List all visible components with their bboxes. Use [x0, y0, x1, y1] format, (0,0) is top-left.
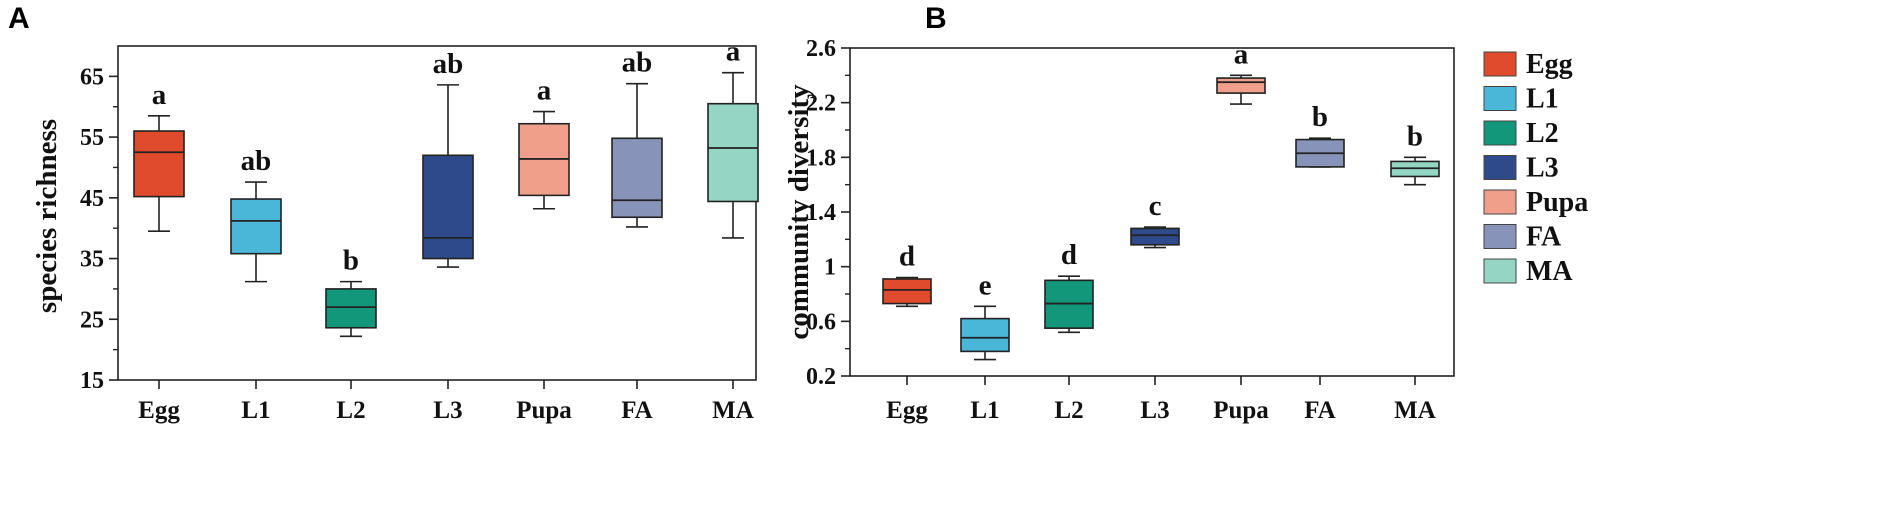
y-tick-label: 45 — [80, 186, 104, 212]
significance-label: a — [726, 36, 741, 68]
legend-label: FA — [1526, 222, 1562, 253]
x-tick-label: Pupa — [1213, 397, 1269, 424]
legend-label: MA — [1526, 256, 1573, 287]
x-tick-label: FA — [621, 397, 652, 424]
significance-label: b — [1312, 101, 1328, 133]
legend-label: L1 — [1526, 84, 1559, 115]
panel-letter-a: A — [8, 2, 30, 35]
y-tick-label: 0.2 — [806, 364, 836, 390]
legend-label: L2 — [1526, 118, 1559, 149]
legend-label: Pupa — [1526, 187, 1588, 218]
y-tick-label: 55 — [80, 125, 104, 151]
chart-a-species-richness: 15 25 35 45 55 65 species richness a Egg ab L1 b L2 a… — [31, 36, 759, 424]
y-axis-title: species richness — [31, 119, 63, 313]
box-egg — [882, 278, 932, 305]
box-pupa — [1216, 77, 1266, 94]
x-tick-label: L1 — [241, 397, 270, 424]
significance-label: ab — [433, 48, 464, 80]
significance-label: b — [1407, 120, 1423, 152]
significance-label: a — [1234, 38, 1249, 70]
significance-label: e — [979, 269, 992, 301]
chart-b-community-diversity: 0.2 0.6 1 1.4 1.8 2.2 2.6 community diversity d E… — [783, 36, 1455, 424]
x-tick-label: L3 — [1140, 397, 1169, 424]
x-tick-label: FA — [1304, 397, 1335, 424]
x-tick-label: MA — [1394, 397, 1436, 424]
box-l1 — [230, 198, 282, 255]
y-tick-label: 1 — [824, 255, 836, 281]
legend-swatch — [1483, 86, 1517, 111]
y-tick-label: 2.6 — [806, 36, 836, 62]
legend-swatch — [1483, 51, 1517, 77]
significance-label: b — [343, 245, 359, 277]
legend-swatch — [1483, 155, 1517, 180]
significance-label: d — [899, 241, 915, 273]
box-l2 — [325, 288, 377, 329]
panel-letter-b: B — [925, 2, 947, 35]
x-tick-label: L2 — [336, 397, 365, 424]
x-tick-label: Pupa — [516, 397, 572, 424]
significance-label: d — [1061, 239, 1077, 271]
y-tick-label: 25 — [80, 307, 104, 333]
box-l1 — [960, 317, 1010, 353]
x-tick-label: L1 — [970, 397, 999, 424]
x-tick-label: Egg — [886, 397, 928, 424]
significance-label: c — [1149, 190, 1162, 222]
legend-swatch — [1483, 224, 1517, 249]
box-l3 — [1130, 227, 1180, 246]
y-tick-label: 1.8 — [806, 145, 836, 171]
box-fa — [611, 137, 663, 219]
significance-label: ab — [241, 145, 272, 177]
y-tick-label: 2.2 — [806, 91, 836, 117]
legend-label: L3 — [1526, 153, 1559, 184]
y-tick-label: 15 — [80, 368, 104, 394]
y-tick-label: 1.4 — [806, 200, 836, 226]
significance-label: a — [152, 79, 167, 111]
x-tick-label: L3 — [433, 397, 462, 424]
box-l3 — [422, 154, 474, 260]
box-ma — [707, 102, 759, 203]
y-axis-title: community diversity — [783, 84, 815, 340]
legend-swatch — [1483, 120, 1517, 146]
legend-swatch — [1483, 189, 1517, 215]
y-tick-label: 0.6 — [806, 309, 836, 335]
y-tick-label: 35 — [80, 247, 104, 273]
legend-swatch — [1483, 258, 1517, 284]
significance-label: a — [537, 75, 552, 107]
y-tick-label: 65 — [80, 64, 104, 90]
significance-label: ab — [622, 47, 653, 79]
x-tick-label: MA — [712, 397, 754, 424]
x-tick-label: Egg — [138, 397, 180, 424]
legend-label: Egg — [1526, 49, 1573, 80]
box-egg — [133, 130, 185, 198]
plot-frame — [117, 45, 757, 381]
x-tick-label: L2 — [1054, 397, 1083, 424]
